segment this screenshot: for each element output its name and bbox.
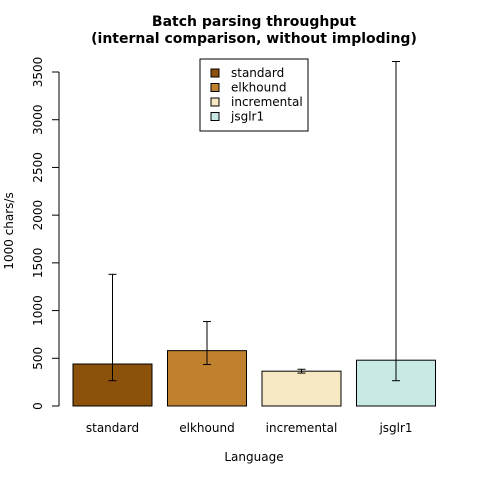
- y-tick-label: 0: [31, 402, 45, 410]
- x-tick-label: standard: [86, 421, 139, 435]
- bars: [72, 61, 436, 407]
- chart-title: Batch parsing throughput: [152, 14, 356, 30]
- legend-label: jsglr1: [230, 110, 264, 124]
- x-tick-label: incremental: [266, 421, 338, 435]
- x-tick-label: elkhound: [179, 421, 234, 435]
- y-tick-label: 1000: [31, 295, 45, 326]
- x-tick-label: jsglr1: [378, 421, 412, 435]
- y-tick-label: 3000: [31, 104, 45, 135]
- legend-swatch-elkhound: [210, 83, 220, 92]
- y-tick-label: 3500: [31, 57, 45, 88]
- y-tick-label: 2000: [31, 200, 45, 231]
- y-tick-label: 2500: [31, 152, 45, 183]
- y-tick-label: 500: [31, 347, 45, 370]
- y-tick-label: 1500: [31, 248, 45, 279]
- legend-swatch-incremental: [210, 97, 220, 107]
- bar-incremental: [261, 370, 342, 407]
- legend-swatch-jsglr1: [210, 112, 220, 121]
- legend-swatch-standard: [210, 68, 220, 78]
- legend-label: elkhound: [231, 81, 286, 95]
- legend-label: standard: [231, 66, 284, 80]
- chart-subtitle: (internal comparison, without imploding): [91, 31, 417, 47]
- y-axis-label: 1000 chars/s: [2, 192, 16, 269]
- x-axis-label: Language: [224, 450, 283, 464]
- x-axis-ticks: standard elkhound incremental jsglr1: [86, 421, 413, 435]
- y-axis-ticks: 0 500 1000 1500 2000 2500 3000 3500: [31, 57, 59, 410]
- legend-label: incremental: [231, 95, 303, 109]
